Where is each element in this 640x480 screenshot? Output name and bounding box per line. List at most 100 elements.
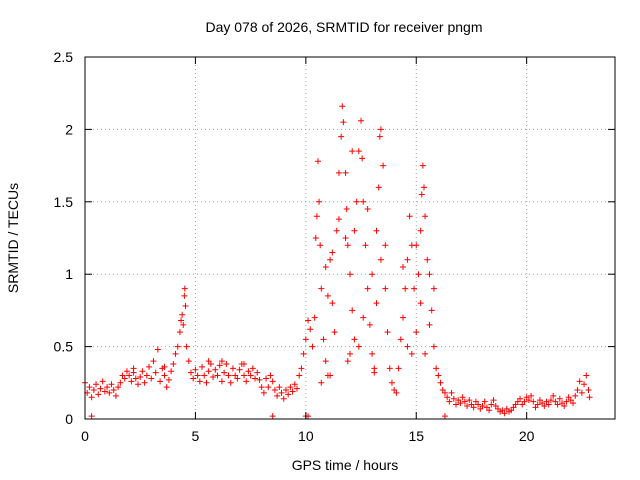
data-point	[256, 376, 263, 383]
data-point	[180, 321, 187, 328]
data-point	[267, 372, 274, 379]
data-point	[236, 366, 243, 373]
data-point	[123, 368, 130, 375]
data-point	[97, 385, 104, 392]
data-point	[322, 263, 329, 270]
data-point	[135, 381, 141, 388]
data-point	[430, 343, 437, 350]
data-point	[347, 271, 353, 278]
data-point	[312, 235, 319, 241]
data-point	[417, 300, 424, 307]
data-point	[185, 358, 192, 365]
data-point	[528, 392, 535, 399]
data-point	[424, 256, 431, 263]
data-point	[154, 346, 161, 353]
data-point	[459, 394, 466, 401]
data-point	[501, 410, 508, 417]
data-point	[141, 379, 148, 386]
data-point	[216, 362, 223, 369]
data-point	[269, 413, 276, 420]
data-point	[101, 388, 108, 395]
data-point	[311, 314, 318, 321]
data-point	[486, 407, 493, 414]
data-point	[161, 372, 168, 379]
data-point	[411, 285, 418, 292]
data-point	[450, 395, 457, 402]
data-point	[547, 397, 554, 404]
data-point	[181, 285, 188, 292]
data-point	[271, 387, 278, 394]
data-point	[318, 379, 325, 386]
data-point	[320, 336, 327, 343]
data-point	[464, 402, 471, 409]
y-tick-label: 1	[65, 266, 73, 282]
data-point	[285, 391, 292, 398]
data-point	[93, 381, 100, 388]
data-point	[201, 372, 208, 379]
data-point	[212, 366, 219, 373]
y-tick-label: 2	[65, 121, 73, 137]
data-point	[490, 397, 497, 404]
data-point	[402, 285, 409, 292]
data-point	[146, 363, 153, 370]
data-point	[426, 271, 433, 278]
data-point	[168, 368, 175, 375]
data-point	[457, 400, 464, 407]
data-point	[139, 368, 146, 375]
data-point	[214, 372, 221, 379]
data-point	[517, 395, 524, 402]
data-point	[137, 374, 144, 381]
y-tick-label: 0.5	[54, 339, 74, 355]
data-point	[347, 350, 353, 357]
data-point	[435, 372, 442, 379]
data-point	[406, 213, 413, 220]
y-axis-label: SRMTID / TECUs	[5, 183, 21, 293]
data-point	[415, 271, 422, 278]
data-point	[369, 271, 376, 278]
data-point	[176, 329, 183, 336]
data-point	[576, 378, 583, 385]
data-point	[420, 184, 427, 191]
data-point	[375, 184, 382, 191]
data-point	[112, 392, 119, 399]
data-point	[183, 343, 190, 350]
data-point	[210, 374, 217, 381]
data-point	[448, 389, 455, 396]
data-point	[174, 343, 181, 350]
data-point	[408, 350, 415, 357]
data-point	[106, 389, 113, 396]
data-point	[428, 307, 435, 314]
data-point	[470, 404, 477, 411]
data-point	[291, 381, 298, 388]
data-point	[316, 198, 323, 205]
ticks-layer: 0 0.5 1 1.5 2 2.5 0 5 10 15 20	[54, 49, 615, 444]
data-point	[298, 365, 305, 372]
data-point	[444, 394, 451, 401]
data-point	[88, 394, 95, 401]
data-point	[179, 311, 186, 318]
data-point	[282, 387, 289, 394]
data-point	[165, 376, 172, 383]
data-point	[353, 198, 360, 205]
data-point	[382, 242, 389, 249]
data-point	[274, 392, 281, 399]
data-point	[349, 148, 356, 155]
data-point	[355, 343, 362, 350]
data-point	[585, 387, 592, 394]
data-point	[245, 368, 252, 375]
data-point	[422, 213, 429, 220]
data-point	[570, 400, 577, 407]
data-point	[446, 398, 453, 405]
data-point	[479, 402, 486, 409]
data-point	[355, 148, 362, 155]
data-point	[241, 360, 247, 367]
data-point	[181, 292, 188, 299]
data-point	[225, 372, 232, 379]
data-point	[227, 379, 234, 386]
x-tick-label: 0	[81, 428, 89, 444]
data-point	[178, 317, 185, 324]
data-point	[382, 285, 389, 292]
data-point	[344, 358, 351, 365]
data-point	[296, 372, 303, 379]
data-point	[386, 365, 393, 372]
